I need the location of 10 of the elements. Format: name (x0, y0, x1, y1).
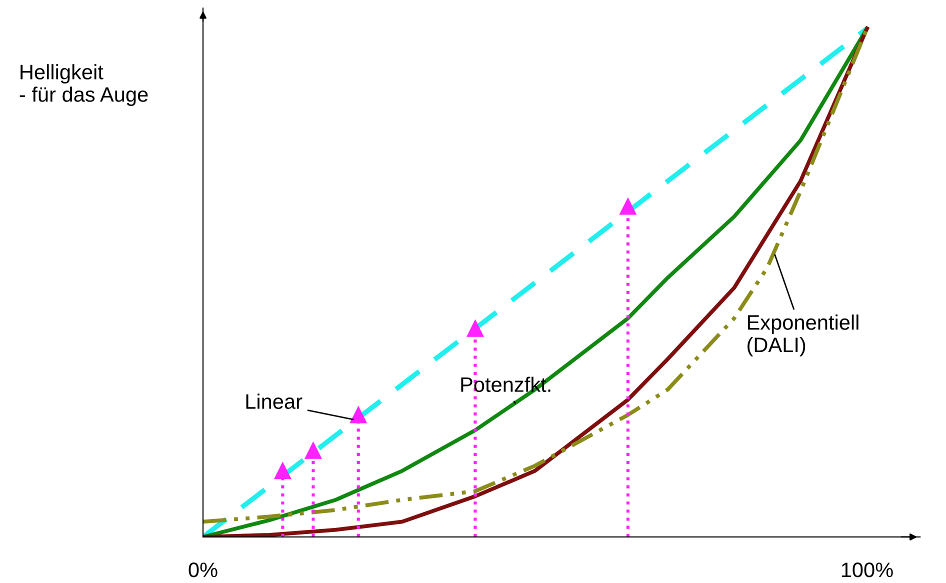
x-tick-label: 0% (188, 562, 218, 578)
y-axis-title: Helligkeit - für das Auge (20, 64, 148, 106)
point (274, 462, 292, 480)
series-label: Exponentiell (DALI) (748, 314, 858, 356)
point (304, 442, 322, 459)
x-tick-label: 100% (842, 562, 893, 578)
point (350, 406, 367, 424)
series-label: Linear (246, 394, 302, 409)
point (466, 320, 484, 337)
point (620, 198, 636, 215)
